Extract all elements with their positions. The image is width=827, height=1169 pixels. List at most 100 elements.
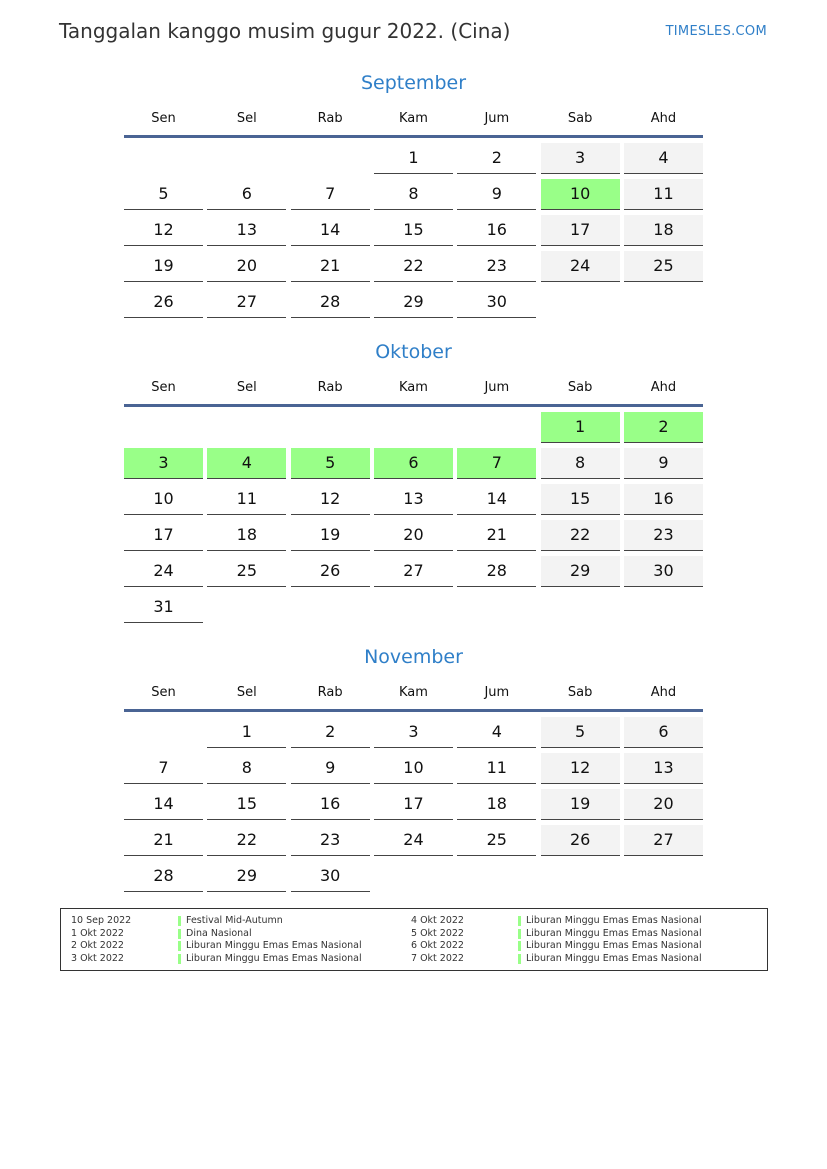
day-cell[interactable]: 24 xyxy=(124,556,203,587)
day-cell[interactable]: 8 xyxy=(373,179,453,210)
day-cell[interactable]: 28 xyxy=(457,556,537,587)
day-cell[interactable]: 12 xyxy=(540,753,620,784)
day-cell[interactable]: 27 xyxy=(373,556,453,587)
day-cell[interactable]: 24 xyxy=(540,251,620,282)
day-cell[interactable]: 18 xyxy=(207,520,287,551)
day-cell[interactable]: 19 xyxy=(124,251,203,282)
day-cell[interactable]: 18 xyxy=(457,789,537,820)
day-cell[interactable]: 26 xyxy=(124,287,203,318)
day-cell[interactable]: 14 xyxy=(124,789,203,820)
day-cell[interactable]: 26 xyxy=(290,556,370,587)
empty-cell xyxy=(457,592,536,623)
day-cell[interactable]: 20 xyxy=(373,520,453,551)
week-row: 5 6 7 8 9 10 11 xyxy=(124,179,703,215)
day-cell[interactable]: 2 xyxy=(290,717,370,748)
day-cell[interactable]: 20 xyxy=(207,251,287,282)
day-cell[interactable]: 5 xyxy=(124,179,203,210)
day-cell[interactable]: 13 xyxy=(623,753,703,784)
day-cell[interactable]: 25 xyxy=(457,825,537,856)
day-cell[interactable]: 21 xyxy=(124,825,203,856)
day-cell[interactable]: 17 xyxy=(540,215,620,246)
week-row: 31 xyxy=(124,592,703,628)
day-cell[interactable]: 30 xyxy=(290,861,370,892)
day-cell[interactable]: 22 xyxy=(373,251,453,282)
day-cell[interactable]: 29 xyxy=(207,861,287,892)
day-cell[interactable]: 9 xyxy=(290,753,370,784)
day-cell[interactable]: 21 xyxy=(457,520,537,551)
day-cell[interactable]: 5 xyxy=(540,717,620,748)
day-cell[interactable]: 28 xyxy=(290,287,370,318)
day-cell[interactable]: 23 xyxy=(290,825,370,856)
day-cell[interactable]: 22 xyxy=(540,520,620,551)
day-cell[interactable]: 7 xyxy=(290,179,370,210)
day-cell[interactable]: 13 xyxy=(373,484,453,515)
day-cell[interactable]: 7 xyxy=(457,448,537,479)
day-cell[interactable]: 8 xyxy=(207,753,287,784)
day-cell[interactable]: 13 xyxy=(207,215,287,246)
day-cell[interactable]: 6 xyxy=(207,179,287,210)
day-cell[interactable]: 29 xyxy=(373,287,453,318)
day-cell[interactable]: 1 xyxy=(207,717,287,748)
day-cell[interactable]: 31 xyxy=(124,592,203,623)
day-cell[interactable]: 4 xyxy=(207,448,287,479)
day-cell[interactable]: 8 xyxy=(540,448,620,479)
day-cell[interactable]: 10 xyxy=(373,753,453,784)
weekday-label: Sen xyxy=(151,380,176,395)
day-cell[interactable]: 15 xyxy=(373,215,453,246)
day-cell[interactable]: 18 xyxy=(623,215,703,246)
day-cell[interactable]: 4 xyxy=(457,717,537,748)
day-cell[interactable]: 6 xyxy=(623,717,703,748)
day-cell[interactable]: 10 xyxy=(540,179,620,210)
day-cell[interactable]: 11 xyxy=(623,179,703,210)
legend-date: 3 Okt 2022 xyxy=(71,952,124,964)
day-cell[interactable]: 27 xyxy=(207,287,287,318)
day-cell[interactable]: 19 xyxy=(290,520,370,551)
day-cell[interactable]: 28 xyxy=(124,861,203,892)
day-cell[interactable]: 3 xyxy=(124,448,203,479)
day-cell[interactable]: 11 xyxy=(457,753,537,784)
day-cell[interactable]: 24 xyxy=(373,825,453,856)
day-cell[interactable]: 30 xyxy=(457,287,537,318)
day-cell[interactable]: 23 xyxy=(623,520,703,551)
day-cell[interactable]: 2 xyxy=(623,412,703,443)
day-cell[interactable]: 6 xyxy=(373,448,453,479)
day-cell[interactable]: 15 xyxy=(207,789,287,820)
day-cell[interactable]: 23 xyxy=(457,251,537,282)
day-cell[interactable]: 27 xyxy=(623,825,703,856)
day-cell[interactable]: 3 xyxy=(540,143,620,174)
day-cell[interactable]: 22 xyxy=(207,825,287,856)
day-cell[interactable]: 7 xyxy=(124,753,203,784)
day-cell[interactable]: 1 xyxy=(373,143,453,174)
day-cell[interactable]: 21 xyxy=(290,251,370,282)
day-cell[interactable]: 9 xyxy=(623,448,703,479)
day-cell[interactable]: 17 xyxy=(373,789,453,820)
legend-date: 2 Okt 2022 xyxy=(71,940,124,951)
day-cell[interactable]: 11 xyxy=(207,484,287,515)
day-cell[interactable]: 16 xyxy=(623,484,703,515)
day-cell[interactable]: 17 xyxy=(124,520,203,551)
day-cell[interactable]: 9 xyxy=(457,179,537,210)
day-cell[interactable]: 25 xyxy=(207,556,287,587)
day-cell[interactable]: 2 xyxy=(457,143,537,174)
day-cell[interactable]: 10 xyxy=(124,484,203,515)
day-cell[interactable]: 19 xyxy=(540,789,620,820)
day-cell[interactable]: 20 xyxy=(623,789,703,820)
day-cell[interactable]: 1 xyxy=(540,412,620,443)
day-cell[interactable]: 25 xyxy=(623,251,703,282)
day-cell[interactable]: 12 xyxy=(124,215,203,246)
day-cell[interactable]: 12 xyxy=(290,484,370,515)
day-cell[interactable]: 14 xyxy=(457,484,537,515)
day-cell[interactable]: 29 xyxy=(540,556,620,587)
day-cell[interactable]: 26 xyxy=(540,825,620,856)
day-cell[interactable]: 30 xyxy=(623,556,703,587)
day-cell[interactable]: 4 xyxy=(623,143,703,174)
day-cell[interactable]: 5 xyxy=(290,448,370,479)
empty-cell xyxy=(124,143,203,174)
day-cell[interactable]: 3 xyxy=(373,717,453,748)
day-cell[interactable]: 14 xyxy=(290,215,370,246)
empty-cell xyxy=(291,412,370,443)
day-cell[interactable]: 15 xyxy=(540,484,620,515)
brand-link[interactable]: TIMESLES.COM xyxy=(665,24,767,39)
day-cell[interactable]: 16 xyxy=(290,789,370,820)
day-cell[interactable]: 16 xyxy=(457,215,537,246)
